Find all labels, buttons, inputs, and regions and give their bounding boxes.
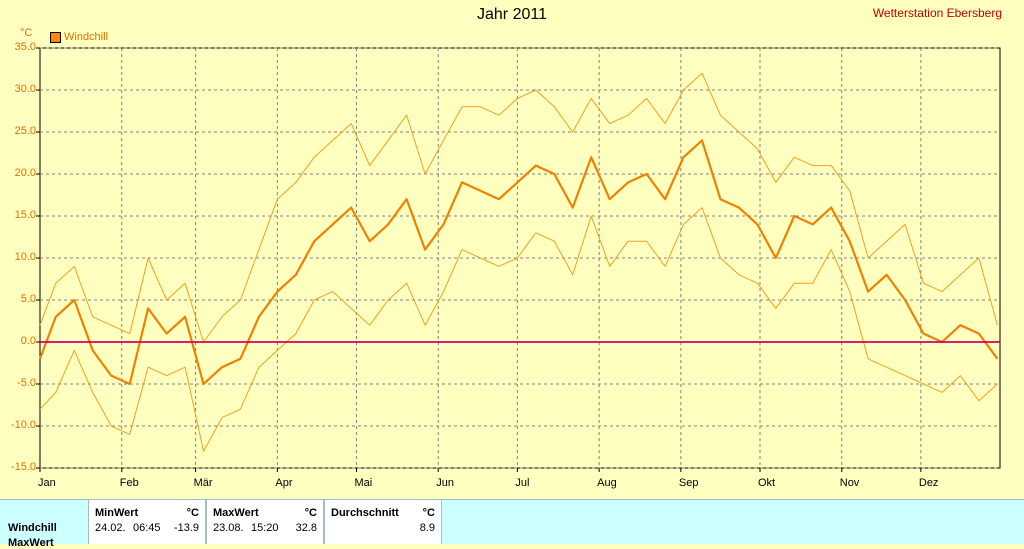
x-tick-label: Aug bbox=[597, 477, 617, 489]
x-tick-label: Jul bbox=[515, 477, 530, 489]
maxwert-value: 32.8 bbox=[295, 522, 317, 534]
y-tick-label: 0.0 bbox=[20, 335, 36, 347]
series-line-daily-mean bbox=[38, 139, 999, 386]
x-tick-label: Mai bbox=[354, 477, 373, 489]
x-tick-label: Okt bbox=[758, 477, 776, 489]
x-tick-label: Mär bbox=[193, 477, 213, 489]
stats-row-label-cut: MaxWert bbox=[8, 537, 54, 549]
station-name: Wetterstation Ebersberg bbox=[872, 6, 1002, 20]
y-tick-label: 20.0 bbox=[14, 167, 36, 179]
y-tick-label: 10.0 bbox=[14, 251, 36, 263]
x-tick-label: Dez bbox=[918, 477, 939, 489]
y-tick-label: -5.0 bbox=[17, 377, 36, 389]
durchschnitt-value: 8.9 bbox=[419, 522, 435, 534]
legend-swatch-windchill bbox=[50, 31, 61, 43]
minwert-unit: °C bbox=[186, 507, 199, 519]
series-line-daily-max bbox=[39, 72, 998, 343]
x-tick-label: Jan bbox=[38, 477, 56, 489]
series-line-daily-min bbox=[39, 207, 998, 452]
stats-table: Windchill MaxWert MinWert °C 24.02. 06:4… bbox=[0, 499, 1024, 549]
chart-plot bbox=[36, 47, 1001, 472]
x-tick-label: Apr bbox=[275, 477, 293, 489]
y-tick-label: 25.0 bbox=[14, 125, 36, 137]
y-tick-label: 30.0 bbox=[14, 83, 36, 95]
y-tick-label: 15.0 bbox=[14, 209, 36, 221]
maxwert-time: 15:20 bbox=[251, 522, 279, 534]
durchschnitt-column: Durchschnitt °C 8.9 bbox=[324, 500, 442, 544]
x-tick-label: Feb bbox=[119, 477, 139, 489]
x-tick-label: Nov bbox=[839, 477, 860, 489]
minwert-time: 06:45 bbox=[133, 522, 161, 534]
y-tick-label: 35.0 bbox=[14, 41, 36, 53]
maxwert-unit: °C bbox=[304, 507, 317, 519]
minwert-header: MinWert bbox=[95, 507, 139, 519]
maxwert-header: MaxWert bbox=[213, 507, 259, 519]
maxwert-column: MaxWert °C 23.08. 15:20 32.8 bbox=[206, 500, 324, 544]
minwert-value: -13.9 bbox=[173, 522, 199, 534]
x-tick-label: Sep bbox=[678, 477, 699, 489]
y-tick-label: -10.0 bbox=[10, 419, 36, 431]
legend-label-windchill: Windchill bbox=[64, 31, 109, 43]
legend: Windchill bbox=[50, 31, 108, 43]
y-tick-label: -15.0 bbox=[10, 461, 36, 473]
y-axis-unit: °C bbox=[20, 27, 33, 39]
durchschnitt-header: Durchschnitt bbox=[331, 507, 399, 519]
minwert-date: 24.02. bbox=[95, 522, 126, 534]
maxwert-date: 23.08. bbox=[213, 522, 244, 534]
y-tick-label: 5.0 bbox=[20, 293, 36, 305]
stats-row-label: Windchill bbox=[8, 522, 57, 534]
chart-title: Jahr 2011 bbox=[477, 6, 547, 23]
durchschnitt-unit: °C bbox=[422, 507, 435, 519]
x-tick-label: Jun bbox=[436, 477, 454, 489]
minwert-column: MinWert °C 24.02. 06:45 -13.9 bbox=[88, 500, 206, 544]
